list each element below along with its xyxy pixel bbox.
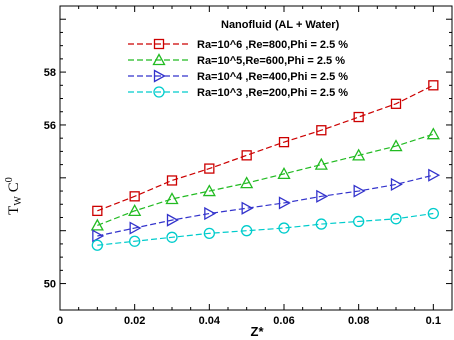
data-point [390, 177, 403, 192]
data-point [427, 207, 439, 220]
data-point [166, 213, 179, 227]
series-layer [90, 80, 441, 251]
data-point [91, 239, 103, 251]
series-line [97, 133, 434, 226]
data-point [204, 206, 217, 221]
x-tick-label: 0.08 [348, 315, 369, 327]
data-point [92, 229, 105, 243]
series-line [97, 212, 434, 246]
y-tick-label: 58 [44, 67, 56, 79]
series-3 [92, 168, 441, 243]
legend-label: Ra=10^3 ,Re=200,Phi = 2.5 % [197, 87, 348, 99]
x-tick-label: 0.1 [426, 315, 441, 327]
series-line [97, 84, 434, 212]
data-point [90, 218, 104, 231]
data-point [240, 176, 254, 189]
data-point [278, 136, 290, 148]
y-axis-title: TWC0 [4, 177, 24, 215]
data-point [129, 235, 141, 247]
legend-title: Nanofluid (AL + Water) [221, 19, 340, 31]
data-point [353, 215, 365, 228]
data-point [316, 125, 327, 136]
x-axis-title: Z* [251, 324, 265, 339]
data-point [389, 139, 403, 152]
legend-entry-2: Ra=10^5,Re=600,Phi = 2.5 % [128, 53, 345, 67]
data-point [92, 205, 103, 217]
data-point [278, 196, 291, 210]
legend-entry-4: Ra=10^3 ,Re=200,Phi = 2.5 % [128, 86, 348, 99]
legend-marker [153, 69, 166, 83]
legend-entry-3: Ra=10^4 ,Re=400,Phi = 2.5 % [128, 69, 348, 83]
data-point [277, 167, 291, 180]
x-tick-label: 0.02 [124, 315, 145, 327]
data-point [426, 127, 440, 140]
x-tick-label: 0.04 [199, 315, 221, 327]
data-point [353, 184, 366, 198]
legend-entry-1: Ra=10^6 ,Re=800,Phi = 2.5 % [128, 38, 348, 51]
data-point [129, 221, 142, 235]
x-tick-label: 0.06 [273, 315, 294, 327]
data-point [390, 98, 402, 109]
series-1 [92, 80, 439, 217]
data-point [202, 184, 216, 197]
legend-marker [153, 86, 165, 98]
data-point [129, 191, 140, 202]
legend-label: Ra=10^5,Re=600,Phi = 2.5 % [197, 55, 345, 67]
data-point [166, 231, 178, 243]
legend-label: Ra=10^4 ,Re=400,Phi = 2.5 % [197, 71, 348, 83]
data-point [278, 222, 290, 234]
legend-marker [152, 53, 166, 66]
data-point [241, 150, 252, 161]
y-tick-label: 50 [44, 279, 56, 291]
series-line [97, 174, 434, 237]
y-tick-label: 56 [44, 120, 56, 132]
data-point [353, 111, 364, 123]
series-4 [91, 207, 439, 251]
legend-marker [153, 38, 165, 50]
data-point [428, 168, 441, 182]
data-point [165, 192, 179, 205]
axes: 0 0.02 0.04 0.06 0.08 0.1 50 56 58 [44, 5, 453, 327]
data-point [128, 204, 142, 217]
data-point [390, 213, 402, 225]
series-2 [90, 127, 440, 231]
data-point [204, 163, 215, 174]
legend-label: Ra=10^6 ,Re=800,Phi = 2.5 % [197, 39, 348, 51]
legend: Nanofluid (AL + Water) Ra=10^6 ,Re=800,P… [128, 19, 348, 99]
data-point [316, 189, 329, 203]
data-point [241, 201, 254, 215]
data-point [314, 157, 328, 170]
data-point [428, 80, 439, 91]
plot-frame [59, 5, 453, 311]
data-point [315, 218, 327, 230]
data-point [166, 175, 178, 186]
data-point [241, 225, 253, 237]
data-point [352, 148, 366, 161]
x-tick-label: 0 [57, 315, 63, 327]
data-point [203, 227, 215, 239]
